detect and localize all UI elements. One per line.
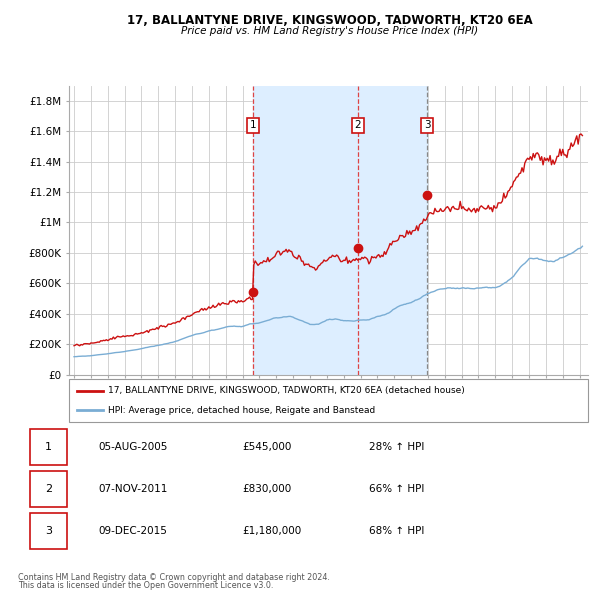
Text: 17, BALLANTYNE DRIVE, KINGSWOOD, TADWORTH, KT20 6EA: 17, BALLANTYNE DRIVE, KINGSWOOD, TADWORT…: [127, 14, 533, 27]
Text: £1,180,000: £1,180,000: [242, 526, 302, 536]
FancyBboxPatch shape: [29, 513, 67, 549]
Text: This data is licensed under the Open Government Licence v3.0.: This data is licensed under the Open Gov…: [18, 581, 274, 590]
Text: 3: 3: [45, 526, 52, 536]
Text: 1: 1: [250, 120, 256, 130]
Text: £830,000: £830,000: [242, 484, 292, 494]
Text: 66% ↑ HPI: 66% ↑ HPI: [370, 484, 425, 494]
Bar: [253, 86, 427, 375]
Text: 68% ↑ HPI: 68% ↑ HPI: [370, 526, 425, 536]
FancyBboxPatch shape: [29, 471, 67, 507]
Text: 09-DEC-2015: 09-DEC-2015: [98, 526, 167, 536]
Text: 2: 2: [44, 484, 52, 494]
Text: 07-NOV-2011: 07-NOV-2011: [98, 484, 168, 494]
Text: 2: 2: [355, 120, 361, 130]
Text: 3: 3: [424, 120, 430, 130]
FancyBboxPatch shape: [29, 430, 67, 466]
Text: 05-AUG-2005: 05-AUG-2005: [98, 442, 168, 453]
Text: 1: 1: [45, 442, 52, 453]
Text: Price paid vs. HM Land Registry's House Price Index (HPI): Price paid vs. HM Land Registry's House …: [181, 27, 479, 36]
Text: £545,000: £545,000: [242, 442, 292, 453]
Text: HPI: Average price, detached house, Reigate and Banstead: HPI: Average price, detached house, Reig…: [108, 406, 375, 415]
Text: 28% ↑ HPI: 28% ↑ HPI: [370, 442, 425, 453]
Text: Contains HM Land Registry data © Crown copyright and database right 2024.: Contains HM Land Registry data © Crown c…: [18, 572, 330, 582]
Text: 17, BALLANTYNE DRIVE, KINGSWOOD, TADWORTH, KT20 6EA (detached house): 17, BALLANTYNE DRIVE, KINGSWOOD, TADWORT…: [108, 386, 464, 395]
